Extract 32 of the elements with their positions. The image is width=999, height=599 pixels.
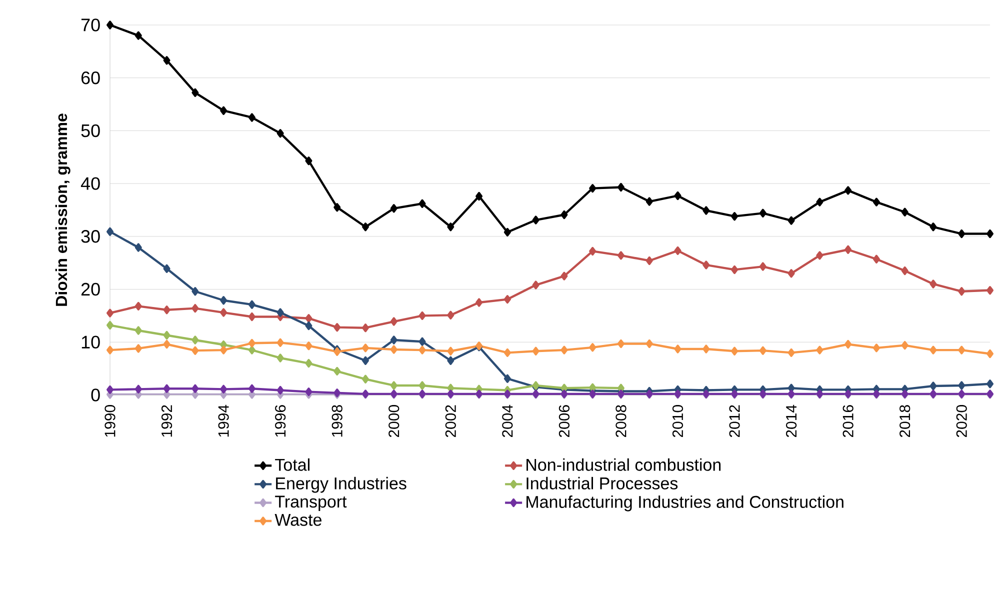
x-tick-label: 2010 <box>672 405 684 438</box>
x-tick-label: 2006 <box>558 405 570 438</box>
legend-label: Non-industrial combustion <box>526 458 721 471</box>
x-tick-label: 2004 <box>502 404 513 438</box>
x-tick-label: 2000 <box>388 405 400 438</box>
y-tick-label: 60 <box>81 71 100 84</box>
x-tick-label: 1996 <box>275 405 286 437</box>
x-tick-label: 2014 <box>786 404 797 438</box>
y-tick-label: 20 <box>81 282 100 296</box>
y-tick-label: 40 <box>80 177 100 190</box>
x-tick-label: 2012 <box>729 405 740 438</box>
y-axis-title: Dioxin emission, gramme <box>55 114 70 306</box>
x-tick-label: 2002 <box>445 405 456 438</box>
x-tick-label: 1992 <box>161 405 172 437</box>
x-tick-label: 1994 <box>218 404 229 437</box>
legend-label: Industrial Processes <box>526 476 678 490</box>
x-tick-label: 2020 <box>956 405 967 438</box>
y-tick-label: 10 <box>82 336 100 348</box>
legend-label: Waste <box>274 514 322 526</box>
x-tick-label: 1998 <box>332 405 342 437</box>
y-tick-label: 70 <box>81 18 100 32</box>
x-tick-label: 2018 <box>900 405 910 438</box>
x-tick-label: 1990 <box>104 405 116 437</box>
legend-label: Total <box>275 458 310 471</box>
y-tick-label: 50 <box>81 124 100 138</box>
y-tick-label: 30 <box>81 230 100 243</box>
legend-label: Manufacturing Industries and Construction <box>526 495 844 512</box>
x-tick-label: 2016 <box>842 405 854 438</box>
legend-label: Energy Industries <box>276 476 406 493</box>
legend-label: Transport <box>275 496 347 512</box>
y-tick-label: 0 <box>91 388 100 402</box>
x-tick-label: 2008 <box>616 405 626 438</box>
